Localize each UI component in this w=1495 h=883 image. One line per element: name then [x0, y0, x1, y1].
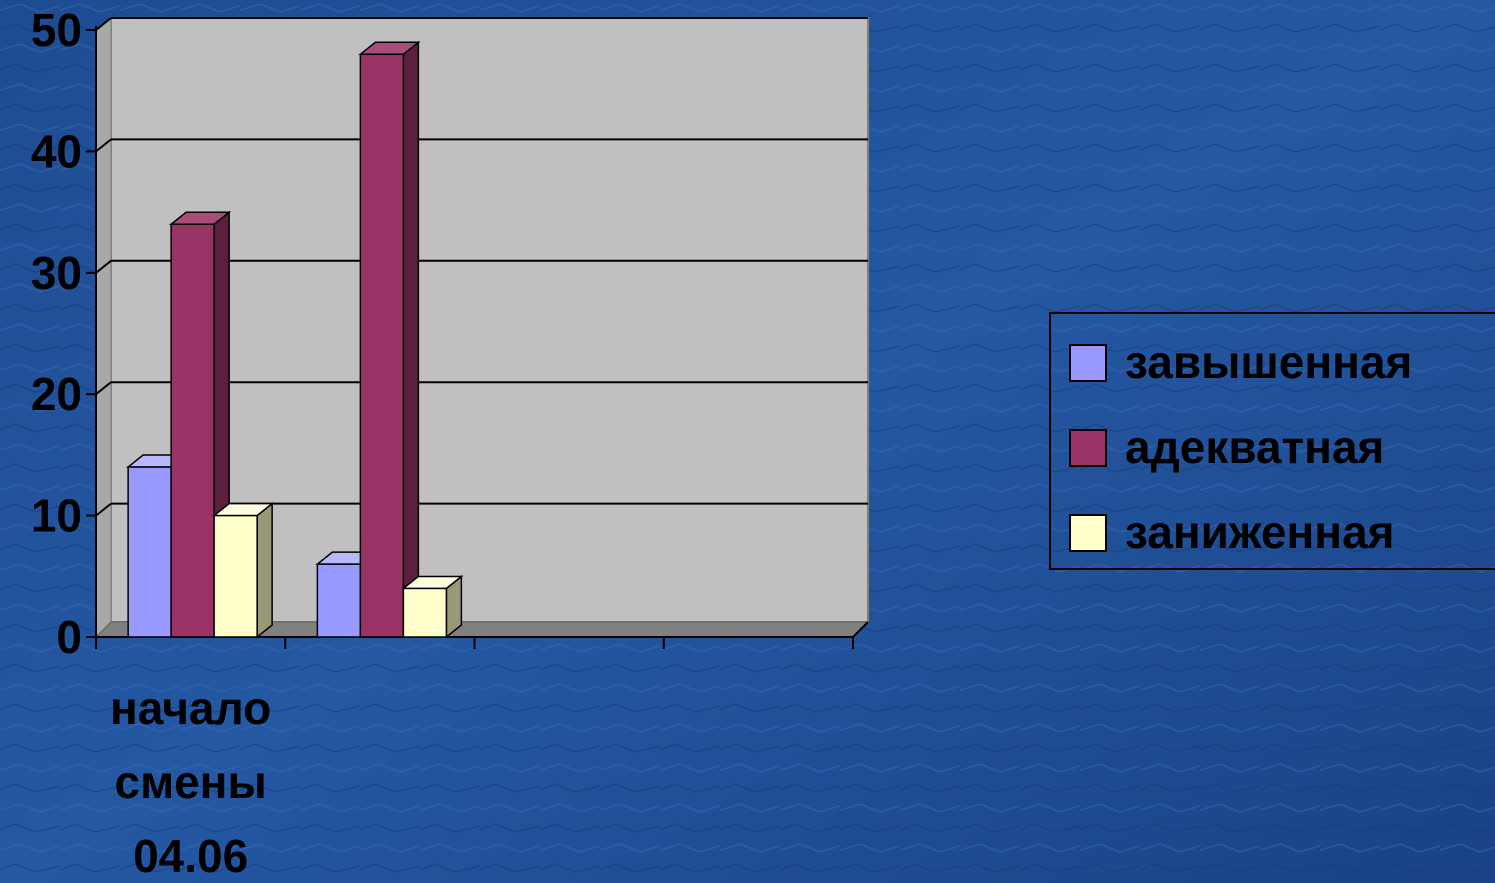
gridline-side: [95, 138, 112, 153]
bars: [125, 40, 464, 639]
bar: [401, 574, 464, 639]
legend-label: адекватная: [1125, 421, 1384, 473]
y-tick-label: 20: [31, 368, 82, 420]
bar-front: [316, 563, 362, 638]
bar-side: [402, 40, 420, 639]
x-axis-depth-edge: [852, 621, 869, 638]
y-tick-label: 40: [31, 125, 82, 177]
legend-swatch: [1069, 514, 1107, 552]
y-tick-label: 10: [31, 490, 82, 542]
x-category-label: начало: [110, 682, 271, 734]
y-tick-label: 30: [31, 247, 82, 299]
bar-front: [359, 53, 405, 638]
y-tick-label: 50: [31, 4, 82, 56]
plot-area: [94, 16, 870, 639]
axes: 0 10 20 30 40 50 начало смены 04.06: [31, 4, 869, 882]
bar-front: [127, 466, 172, 638]
gridline-side: [95, 260, 112, 274]
gridline-side: [95, 17, 112, 31]
bar-front: [402, 587, 448, 638]
x-category-label: смены: [114, 756, 266, 808]
plot-side-wall: [95, 16, 112, 639]
bar-front: [213, 514, 258, 638]
legend: завышенная адекватная заниженная: [1049, 312, 1495, 570]
legend-swatch: [1069, 344, 1107, 382]
bar-front: [170, 223, 215, 638]
legend-label: завышенная: [1125, 336, 1412, 388]
gridline-side: [95, 502, 112, 517]
y-tick-label: 0: [56, 611, 82, 663]
bar: [358, 40, 421, 639]
bar-side: [256, 502, 273, 639]
legend-swatch: [1069, 429, 1107, 467]
legend-box: [1049, 312, 1495, 570]
legend-label: заниженная: [1125, 506, 1395, 558]
bar: [211, 502, 275, 639]
gridline-side: [95, 381, 112, 395]
x-category-label: 04.06: [133, 830, 248, 882]
